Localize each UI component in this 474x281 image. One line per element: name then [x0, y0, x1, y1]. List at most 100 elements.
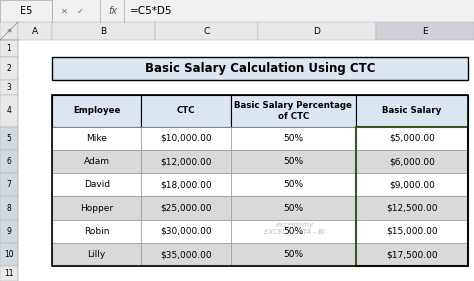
Text: $6,000.00: $6,000.00: [389, 157, 435, 166]
Text: 50%: 50%: [283, 134, 303, 143]
Bar: [0, 266, 18, 281]
Text: 10: 10: [4, 250, 14, 259]
Text: 50%: 50%: [283, 203, 303, 212]
Bar: [141, 150, 231, 173]
Text: exceldemy
EXCEL - DATA - BI: exceldemy EXCEL - DATA - BI: [264, 223, 326, 235]
Bar: [141, 173, 231, 196]
Text: $10,000.00: $10,000.00: [160, 134, 212, 143]
Text: Basic Salary Calculation Using CTC: Basic Salary Calculation Using CTC: [145, 62, 375, 75]
Text: Basic Salary Percentage
of CTC: Basic Salary Percentage of CTC: [234, 101, 352, 121]
Text: Lilly: Lilly: [88, 250, 106, 259]
Bar: [376, 22, 474, 40]
Text: $9,000.00: $9,000.00: [389, 180, 435, 189]
Bar: [52, 95, 468, 266]
Bar: [231, 127, 356, 150]
Text: 50%: 50%: [283, 250, 303, 259]
Bar: [141, 196, 231, 220]
Bar: [52, 57, 468, 80]
Text: 50%: 50%: [283, 180, 303, 189]
Bar: [231, 243, 356, 266]
Bar: [356, 127, 468, 266]
Text: $5,000.00: $5,000.00: [389, 134, 435, 143]
Bar: [155, 22, 258, 40]
Bar: [231, 150, 356, 173]
Bar: [356, 243, 468, 266]
Bar: [141, 243, 231, 266]
Text: Adam: Adam: [84, 157, 109, 166]
Bar: [0, 40, 18, 57]
Text: B: B: [100, 26, 107, 35]
Bar: [0, 0, 474, 22]
Text: fx: fx: [108, 6, 117, 16]
Text: CTC: CTC: [177, 106, 195, 115]
Text: $15,000.00: $15,000.00: [386, 227, 438, 236]
Text: C: C: [203, 26, 210, 35]
Text: =C5*D5: =C5*D5: [130, 6, 173, 16]
Bar: [356, 127, 468, 150]
Bar: [258, 22, 376, 40]
Text: E: E: [422, 26, 428, 35]
Text: ✕: ✕: [61, 6, 67, 15]
Text: 5: 5: [7, 134, 11, 143]
Bar: [0, 22, 474, 40]
Bar: [0, 150, 18, 173]
Text: 3: 3: [7, 83, 11, 92]
Bar: [356, 150, 468, 173]
Text: $17,500.00: $17,500.00: [386, 250, 438, 259]
Text: 9: 9: [7, 227, 11, 236]
Bar: [52, 150, 141, 173]
Text: 50%: 50%: [283, 157, 303, 166]
Bar: [52, 173, 141, 196]
Text: 8: 8: [7, 203, 11, 212]
Text: $25,000.00: $25,000.00: [160, 203, 212, 212]
Bar: [231, 95, 356, 127]
Text: 11: 11: [4, 269, 14, 278]
Bar: [0, 173, 18, 196]
Bar: [0, 196, 18, 220]
Bar: [356, 196, 468, 220]
Bar: [231, 196, 356, 220]
Bar: [356, 95, 468, 127]
Bar: [0, 0, 52, 22]
Bar: [0, 22, 18, 40]
Bar: [52, 243, 141, 266]
Text: Employee: Employee: [73, 106, 120, 115]
Text: $12,000.00: $12,000.00: [160, 157, 212, 166]
Bar: [18, 22, 52, 40]
Text: $30,000.00: $30,000.00: [160, 227, 212, 236]
Bar: [52, 220, 141, 243]
Bar: [52, 127, 141, 150]
Bar: [356, 173, 468, 196]
Bar: [0, 95, 18, 127]
Bar: [52, 95, 141, 127]
Bar: [141, 220, 231, 243]
Bar: [52, 196, 141, 220]
Text: $12,500.00: $12,500.00: [386, 203, 438, 212]
Text: 50%: 50%: [283, 227, 303, 236]
Text: ◀: ◀: [7, 28, 11, 33]
Text: 6: 6: [7, 157, 11, 166]
Text: Robin: Robin: [84, 227, 109, 236]
Bar: [0, 80, 18, 95]
Bar: [0, 243, 18, 266]
Text: $18,000.00: $18,000.00: [160, 180, 212, 189]
Text: D: D: [314, 26, 320, 35]
Text: 4: 4: [7, 106, 11, 115]
Bar: [231, 220, 356, 243]
Text: David: David: [83, 180, 110, 189]
Text: 2: 2: [7, 64, 11, 73]
Text: Basic Salary: Basic Salary: [382, 106, 441, 115]
Bar: [141, 127, 231, 150]
Text: 7: 7: [7, 180, 11, 189]
Bar: [356, 220, 468, 243]
Text: A: A: [32, 26, 38, 35]
Text: ✓: ✓: [76, 6, 83, 15]
Bar: [141, 95, 231, 127]
Text: 1: 1: [7, 44, 11, 53]
Text: $35,000.00: $35,000.00: [160, 250, 212, 259]
Bar: [231, 173, 356, 196]
Bar: [0, 40, 474, 281]
Text: Hopper: Hopper: [80, 203, 113, 212]
Text: E5: E5: [20, 6, 32, 16]
Bar: [52, 22, 155, 40]
